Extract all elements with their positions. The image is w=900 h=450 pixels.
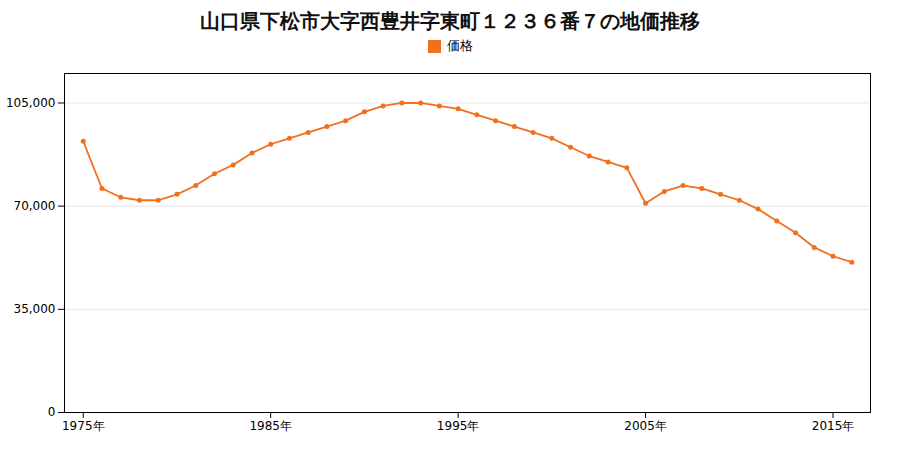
svg-text:2005年: 2005年 (624, 419, 667, 433)
html-text:価格: 価格 (446, 38, 473, 53)
svg-text:0: 0 (48, 405, 56, 419)
svg-text:35,000: 35,000 (14, 302, 56, 316)
svg-text:2015年: 2015年 (812, 419, 855, 433)
svg-text:1995年: 1995年 (437, 419, 480, 433)
svg-text:105,000: 105,000 (6, 96, 56, 110)
svg-text:70,000: 70,000 (14, 199, 56, 213)
svg-text:1975年: 1975年 (62, 419, 105, 433)
svg-text:1985年: 1985年 (249, 419, 292, 433)
html-text:山口県下松市大字西豊井字東町１２３６番７の地価推移: 山口県下松市大字西豊井字東町１２３６番７の地価推移 (200, 9, 700, 33)
